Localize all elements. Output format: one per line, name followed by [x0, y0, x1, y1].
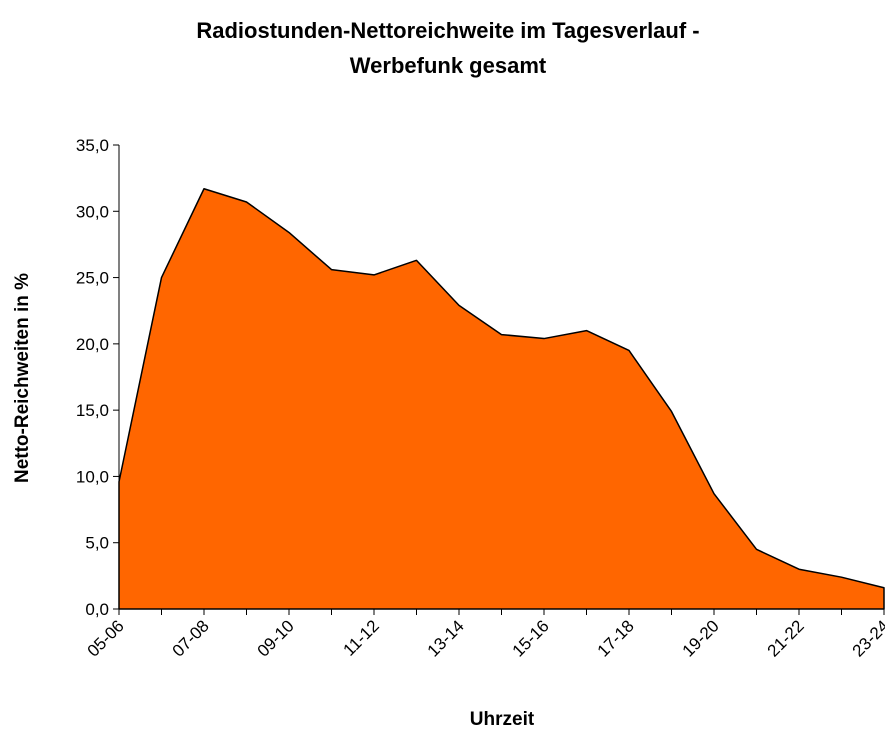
x-tick-label: 09-10	[254, 616, 298, 660]
y-tick-label: 20,0	[76, 335, 109, 354]
y-axis-title: Netto-Reichweiten in %	[12, 273, 33, 483]
x-tick-label: 21-22	[764, 616, 808, 660]
x-tick-label: 11-12	[340, 616, 383, 659]
x-tick-label: 17-18	[594, 616, 638, 660]
y-tick-label: 0,0	[85, 600, 109, 619]
y-tick-label: 15,0	[76, 401, 109, 420]
y-tick-label: 35,0	[76, 136, 109, 155]
area	[118, 187, 885, 610]
chart-title: Werbefunk gesamt	[350, 53, 547, 78]
x-tick-label: 15-16	[509, 616, 553, 660]
x-tick-label: 23-24	[849, 616, 885, 660]
chart-title: Radiostunden-Nettoreichweite im Tagesver…	[196, 18, 699, 43]
x-tick-label: 19-20	[679, 616, 723, 660]
x-tick-label: 07-08	[169, 616, 213, 660]
x-tick-label: 05-06	[84, 616, 128, 660]
x-axis-title: Uhrzeit	[470, 709, 535, 730]
y-tick-label: 30,0	[76, 202, 109, 221]
y-tick-label: 25,0	[76, 269, 109, 288]
y-tick-label: 5,0	[85, 534, 109, 553]
y-tick-label: 10,0	[76, 467, 109, 486]
x-tick-label: 13-14	[424, 616, 468, 660]
